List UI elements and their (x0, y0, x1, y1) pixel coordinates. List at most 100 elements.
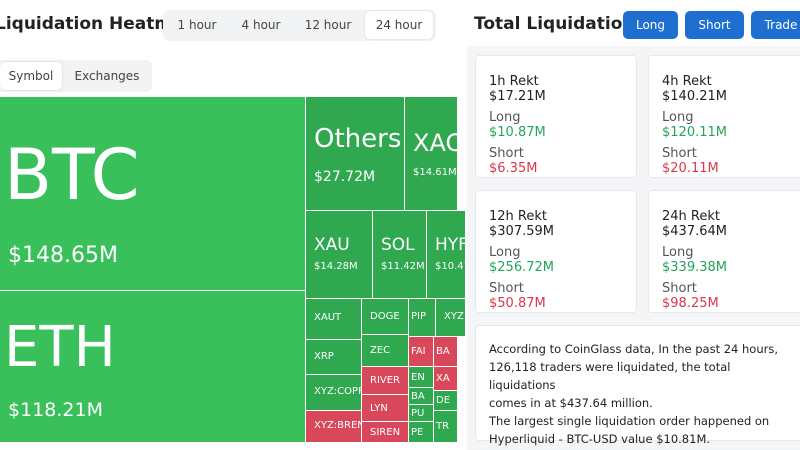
cell-symbol: DE (436, 395, 451, 406)
row-value: $20.11M (662, 161, 719, 176)
row-label: Long (662, 110, 694, 125)
cell-symbol: EN (411, 372, 425, 383)
cell-value: $118.21M (8, 399, 103, 421)
row-label: 12h Rekt (489, 209, 547, 224)
heatmap-cell: LYN (362, 395, 409, 422)
summary-line: comes in at $437.64 million. (489, 396, 653, 410)
card-row: Short $20.11M (662, 146, 794, 176)
row-label: Short (489, 146, 524, 161)
heatmap-cell: Others $27.72M (306, 97, 405, 211)
rekt-card: 24h Rekt $437.64M Long $339.38M Short $98.25M (648, 190, 800, 313)
cell-value: $14.61M (413, 167, 457, 178)
heatmap-cell: XYZ (436, 299, 465, 337)
heatmap-cell: TR (434, 411, 458, 443)
view-tab[interactable]: Symbol (0, 62, 62, 90)
card-row: Long $10.87M (489, 110, 623, 140)
row-value: $437.64M (662, 224, 727, 239)
row-label: Short (662, 281, 697, 296)
heatmap-cell: XYZ:BREN (306, 411, 362, 443)
row-value: $140.21M (662, 89, 727, 104)
cell-symbol: RIVER (370, 375, 401, 386)
summary-line: Hyperliquid - BTC-USD value $10.81M. (489, 432, 711, 446)
card-row: 12h Rekt $307.59M (489, 209, 623, 239)
card-row: Long $256.72M (489, 245, 623, 275)
cell-symbol: Others (314, 124, 402, 154)
cell-symbol: SIREN (370, 427, 401, 438)
heatmap-cell: BA (434, 337, 458, 367)
card-row: Short $98.25M (662, 281, 794, 311)
heatmap-cell: SIREN (362, 422, 409, 443)
short-button[interactable]: Short (685, 11, 744, 39)
view-tabs: Symbol Exchanges (0, 60, 152, 92)
heatmap-title: Liquidation Heatmap (0, 14, 196, 34)
card-row: Short $50.87M (489, 281, 623, 311)
time-tab[interactable]: 1 hour (177, 18, 217, 32)
row-label: Long (489, 110, 521, 125)
cell-value: $11.42M (381, 261, 425, 272)
card-row: Short $6.35M (489, 146, 623, 176)
cell-symbol: PIP (411, 311, 427, 322)
cell-symbol: SOL (381, 235, 415, 255)
time-tab[interactable]: 24 hour (365, 11, 433, 39)
row-label: Short (662, 146, 697, 161)
cell-symbol: XAC (413, 129, 458, 157)
cell-value: $27.72M (314, 169, 376, 185)
rekt-card: 1h Rekt $17.21M Long $10.87M Short $6.35M (475, 55, 637, 178)
cell-symbol: XYZ:COPF (314, 386, 362, 397)
heatmap-cell: PU (409, 405, 434, 422)
heatmap-cell: EN (409, 367, 434, 388)
row-label: Short (489, 281, 524, 296)
summary-line: The largest single liquidation order hap… (489, 414, 770, 428)
time-tab[interactable]: 12 hour (304, 18, 352, 32)
card-row: 4h Rekt $140.21M (662, 74, 794, 104)
row-value: $17.21M (489, 89, 546, 104)
row-value: $120.11M (662, 125, 727, 140)
row-value: $10.87M (489, 125, 546, 140)
heatmap-cell: XAUT (306, 299, 362, 340)
row-value: $6.35M (489, 161, 538, 176)
heatmap-cell: BTC $148.65M (0, 97, 306, 291)
view-tab[interactable]: Exchanges (74, 69, 140, 83)
heatmap-cell: RIVER (362, 367, 409, 395)
summary-line: 126,118 traders were liquidated, the tot… (489, 360, 731, 392)
cell-symbol: BA (411, 391, 425, 402)
heatmap: BTC $148.65M ETH $118.21M Others $27.72M XAC $1… (0, 97, 465, 443)
heatmap-cell: DOGE (362, 299, 409, 335)
cell-symbol: HYF (435, 235, 465, 255)
trade-button[interactable]: Trade (751, 11, 800, 39)
time-tab[interactable]: 4 hour (241, 18, 281, 32)
summary: According to CoinGlass data, In the past… (475, 325, 800, 446)
cell-symbol: XYZ:BREN (314, 420, 362, 431)
cell-symbol: PU (411, 408, 425, 419)
cell-symbol: TR (436, 421, 450, 432)
long-button[interactable]: Long (623, 11, 678, 39)
heatmap-cell: XAC $14.61M (405, 97, 458, 211)
row-value: $307.59M (489, 224, 554, 239)
heatmap-cell: SOL $11.42M (373, 211, 427, 299)
heatmap-cell: PE (409, 422, 434, 443)
row-value: $256.72M (489, 260, 554, 275)
cell-value: $148.65M (8, 243, 118, 268)
cell-symbol: PE (411, 427, 424, 438)
row-value: $98.25M (662, 296, 719, 311)
time-tabs: 1 hour 4 hour 12 hour 24 hour (163, 10, 436, 41)
cell-symbol: BTC (4, 134, 140, 216)
card-row: Long $339.38M (662, 245, 794, 275)
cell-value: $10.41 (435, 261, 465, 272)
heatmap-cell: HYF $10.41 (427, 211, 465, 299)
heatmap-cell: ETH $118.21M (0, 291, 306, 443)
row-value: $339.38M (662, 260, 727, 275)
cell-value: $14.28M (314, 261, 358, 272)
cell-symbol: XAUT (314, 312, 342, 323)
cell-symbol: ZEC (370, 345, 391, 356)
summary-line: According to CoinGlass data, In the past… (489, 342, 779, 356)
row-label: 24h Rekt (662, 209, 720, 224)
totals-title: Total Liquidations (474, 14, 645, 34)
heatmap-cell: XAU $14.28M (306, 211, 373, 299)
heatmap-cell: DE (434, 391, 458, 411)
cell-symbol: FAI (411, 346, 426, 357)
heatmap-cell: ZEC (362, 335, 409, 367)
card-row: Long $120.11M (662, 110, 794, 140)
cell-symbol: ETH (4, 315, 116, 380)
